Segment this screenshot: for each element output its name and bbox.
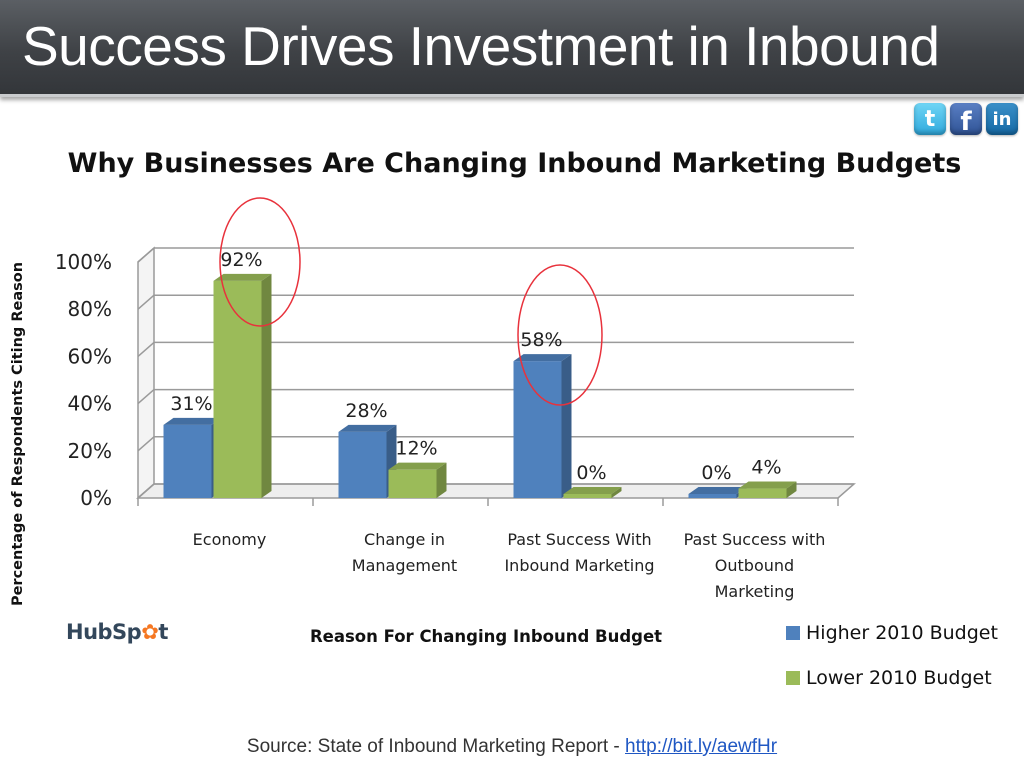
y-tick-label: 40% <box>68 392 112 416</box>
bar-top <box>688 487 747 494</box>
legend-swatch-lower <box>786 671 800 685</box>
bar-top <box>738 481 797 489</box>
bar-top <box>513 354 572 362</box>
legend-item-lower: Lower 2010 Budget <box>786 667 998 689</box>
legend-item-higher: Higher 2010 Budget <box>786 622 998 644</box>
data-label: 0% <box>576 462 606 484</box>
data-label: 12% <box>395 438 437 460</box>
source-link[interactable]: http://bit.ly/aewfHr <box>625 736 778 757</box>
bar-top <box>388 462 447 470</box>
legend-swatch-higher <box>786 626 800 640</box>
bar-higher <box>513 361 562 498</box>
x-tick-label: Change in <box>364 530 445 549</box>
y-tick-label: 100% <box>55 250 112 274</box>
x-axis-label: Reason For Changing Inbound Budget <box>309 627 663 646</box>
bar-top <box>213 273 272 281</box>
y-axis-label: Percentage of Respondents Citing Reason <box>10 261 26 607</box>
hubspot-logo: HubSp✿t <box>66 620 168 644</box>
x-tick-label: Economy <box>193 530 267 549</box>
highlight-circle-economy <box>219 197 301 327</box>
slide-title: Success Drives Investment in Inbound <box>22 15 940 77</box>
bar-lower <box>388 469 437 498</box>
x-tick-label: Marketing <box>715 582 795 601</box>
bar-top <box>338 424 397 432</box>
gridline-depth <box>137 294 155 310</box>
bar-side <box>261 273 272 498</box>
twitter-icon[interactable]: t <box>914 103 946 135</box>
bar-top <box>163 417 222 425</box>
gridline-depth <box>137 389 155 405</box>
logo-text-end: t <box>158 620 168 644</box>
x-tick-label: Past Success With <box>507 530 651 549</box>
facebook-icon[interactable]: f <box>950 103 982 137</box>
x-tick-label: Past Success with <box>684 530 826 549</box>
bar-side <box>786 481 797 498</box>
gridline-depth <box>137 436 155 452</box>
legend-label-higher: Higher 2010 Budget <box>806 622 998 644</box>
bar-higher <box>688 494 737 498</box>
data-label: 58% <box>520 329 562 351</box>
logo-text-start: HubSp <box>66 620 142 644</box>
y-tick-label: 80% <box>68 297 112 321</box>
highlight-circle-past-success <box>517 264 603 406</box>
bar-side <box>561 354 572 498</box>
data-label: 28% <box>345 400 387 422</box>
x-tick-label: Outbound <box>715 556 794 575</box>
bar-lower <box>563 494 612 498</box>
bar-lower <box>213 280 262 498</box>
x-tick-label: Management <box>352 556 457 575</box>
bar-lower <box>738 488 787 498</box>
legend-label-lower: Lower 2010 Budget <box>806 667 992 689</box>
data-label: 0% <box>701 462 731 484</box>
chart-side-wall <box>137 246 155 500</box>
linkedin-icon[interactable]: in <box>986 103 1018 135</box>
bar-higher <box>338 431 387 498</box>
gridline-depth <box>137 247 155 263</box>
y-tick-label: 0% <box>80 486 112 510</box>
bar-higher <box>163 424 212 498</box>
source-text: Source: State of Inbound Marketing Repor… <box>246 736 626 757</box>
data-label: 92% <box>220 249 262 271</box>
social-share-bar: t f in <box>914 103 1018 137</box>
chart-legend: Higher 2010 Budget Lower 2010 Budget <box>786 622 998 712</box>
bar-top <box>563 487 622 494</box>
data-label: 4% <box>751 457 781 479</box>
bar-side <box>611 487 622 498</box>
chart-back-wall <box>154 248 854 484</box>
gridline-depth <box>137 341 155 357</box>
chart-title: Why Businesses Are Changing Inbound Mark… <box>67 148 962 179</box>
slide-header: Success Drives Investment in Inbound <box>0 0 1024 97</box>
data-label: 31% <box>170 393 212 415</box>
sprocket-icon: ✿ <box>141 620 159 644</box>
y-tick-label: 60% <box>68 344 112 368</box>
y-tick-label: 20% <box>68 439 112 463</box>
x-tick-label: Inbound Marketing <box>504 556 654 575</box>
bar-side <box>436 462 447 498</box>
source-citation: Source: State of Inbound Marketing Repor… <box>0 736 1024 758</box>
gridline-depth <box>137 483 155 499</box>
